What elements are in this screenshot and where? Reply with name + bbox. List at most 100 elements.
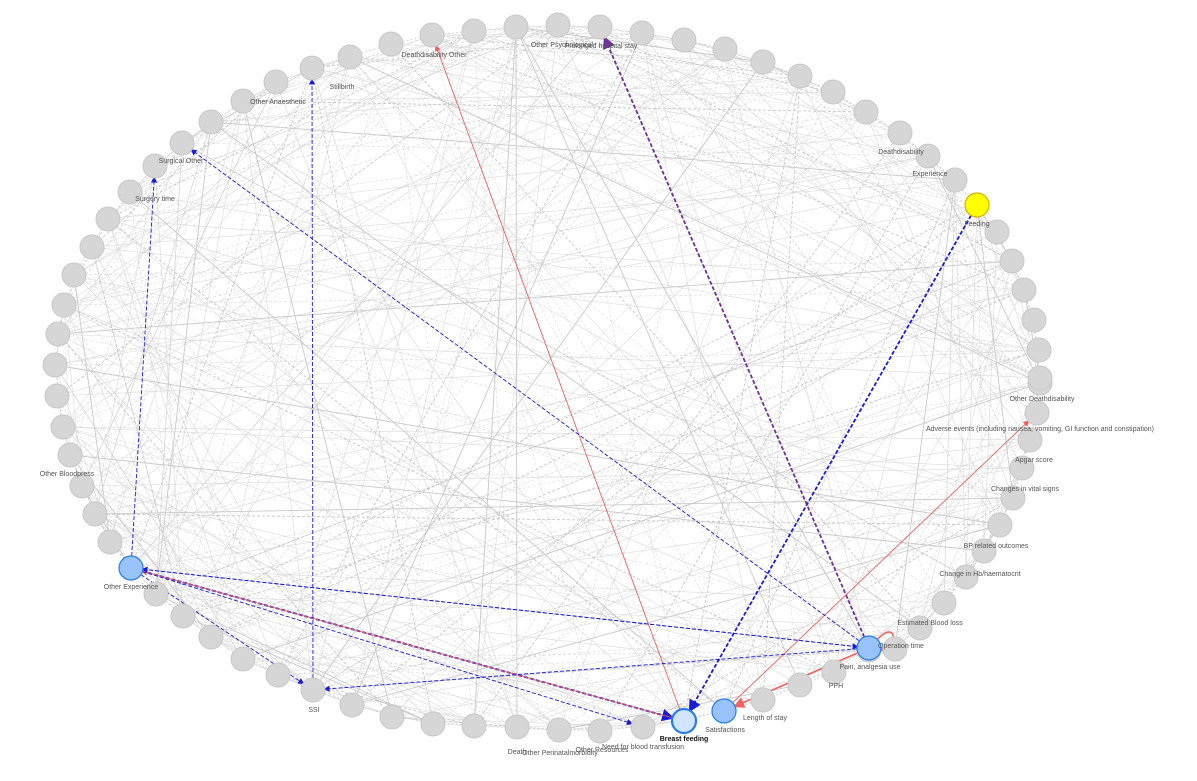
graph-node[interactable] [461, 18, 487, 44]
graph-node[interactable] [712, 36, 738, 62]
graph-node[interactable] [671, 27, 697, 53]
graph-node[interactable] [987, 512, 1013, 538]
graph-node[interactable] [750, 49, 776, 75]
graph-node[interactable] [57, 442, 83, 468]
graph-node[interactable] [750, 687, 776, 713]
graph-node[interactable] [461, 713, 487, 739]
graph-node[interactable] [820, 79, 846, 105]
graph-node[interactable] [337, 44, 363, 70]
graph-node[interactable] [953, 564, 979, 590]
graph-node[interactable] [1021, 307, 1047, 333]
graph-node[interactable] [45, 321, 71, 347]
graph-node[interactable] [117, 179, 143, 205]
graph-edge [277, 39, 685, 676]
graph-node[interactable] [1009, 455, 1035, 481]
graph-node[interactable] [420, 711, 446, 737]
graph-node[interactable] [142, 153, 168, 179]
graph-node[interactable] [915, 143, 941, 169]
graph-node[interactable] [1024, 400, 1050, 426]
graph-edge [210, 636, 353, 706]
graph-node[interactable] [419, 22, 445, 48]
graph-edge [94, 513, 1001, 526]
graph-edge [976, 204, 1014, 499]
graph-edge [210, 81, 277, 123]
graph-node[interactable] [50, 414, 76, 440]
graph-node[interactable] [545, 12, 571, 38]
graph-node[interactable] [143, 581, 169, 607]
graph-node[interactable] [339, 692, 365, 718]
graph-node[interactable] [79, 234, 105, 260]
graph-node[interactable] [1017, 427, 1043, 453]
graph-node[interactable] [44, 383, 70, 409]
graph-node[interactable] [230, 88, 256, 114]
node-satisfactions[interactable] [711, 698, 737, 724]
graph-node[interactable] [198, 109, 224, 135]
graph-node[interactable] [984, 219, 1010, 245]
graph-edge [69, 142, 183, 456]
graph-node[interactable] [170, 603, 196, 629]
graph-edge [349, 56, 867, 113]
graph-edge [762, 671, 835, 701]
graph-edge [62, 111, 867, 428]
graph-node[interactable] [942, 167, 968, 193]
graph-node[interactable] [787, 63, 813, 89]
graph-edge [762, 61, 834, 93]
graph-node[interactable] [503, 14, 529, 40]
graph-node[interactable] [546, 717, 572, 743]
graph-node[interactable] [887, 120, 913, 146]
graph-node[interactable] [1000, 485, 1026, 511]
graph-node[interactable] [300, 677, 326, 703]
graph-edge [107, 218, 1025, 291]
node-breast-feeding[interactable] [670, 707, 698, 735]
graph-node[interactable] [51, 292, 77, 318]
graph-edge [390, 43, 978, 206]
graph-edge [155, 593, 835, 673]
graph-node[interactable] [265, 662, 291, 688]
graph-edge [277, 377, 1041, 676]
node-other-experience[interactable] [118, 555, 144, 581]
graph-node[interactable] [1027, 365, 1053, 391]
label-other-perinatalmorbidity: Other Perinatalmorbidity [522, 750, 598, 757]
graph-node[interactable] [61, 262, 87, 288]
graph-node[interactable] [169, 130, 195, 156]
graph-node[interactable] [82, 501, 108, 527]
graph-node[interactable] [379, 704, 405, 730]
graph-edge [473, 30, 1041, 379]
graph-edge [242, 658, 314, 691]
graph-node[interactable] [42, 352, 68, 378]
graph-node[interactable] [587, 14, 613, 40]
graph-node[interactable] [999, 248, 1025, 274]
graph-node[interactable] [1011, 277, 1037, 303]
graph-node[interactable] [299, 55, 325, 81]
node-feeding[interactable] [964, 192, 990, 218]
graph-node[interactable] [629, 20, 655, 46]
graph-edge [182, 289, 1025, 617]
graph-node[interactable] [504, 714, 530, 740]
graph-node[interactable] [971, 538, 997, 564]
graph-node[interactable] [931, 590, 957, 616]
graph-node[interactable] [378, 31, 404, 57]
graph-node[interactable] [97, 529, 123, 555]
edge-feeding-to-breast-feeding [688, 204, 978, 713]
graph-node[interactable] [587, 718, 613, 744]
graph-edge [155, 81, 277, 595]
graph-node[interactable] [69, 473, 95, 499]
graph-edge [391, 627, 921, 718]
edge-other-experience-to-surgery-time [130, 176, 158, 569]
graph-node[interactable] [907, 615, 933, 641]
graph-node[interactable] [882, 636, 908, 662]
graph-node[interactable] [1026, 337, 1052, 363]
graph-node[interactable] [198, 624, 224, 650]
label-other-experience: Other Experience [104, 584, 159, 591]
graph-node[interactable] [230, 646, 256, 672]
graph-node[interactable] [787, 672, 813, 698]
graph-node[interactable] [630, 714, 656, 740]
graph-node[interactable] [95, 206, 121, 232]
graph-nodes[interactable] [42, 12, 1053, 744]
graph-edge [351, 32, 643, 706]
graph-node[interactable] [821, 659, 847, 685]
graph-node[interactable] [263, 69, 289, 95]
graph-node[interactable] [853, 99, 879, 125]
node-pain-analgesia-use[interactable] [856, 635, 882, 661]
